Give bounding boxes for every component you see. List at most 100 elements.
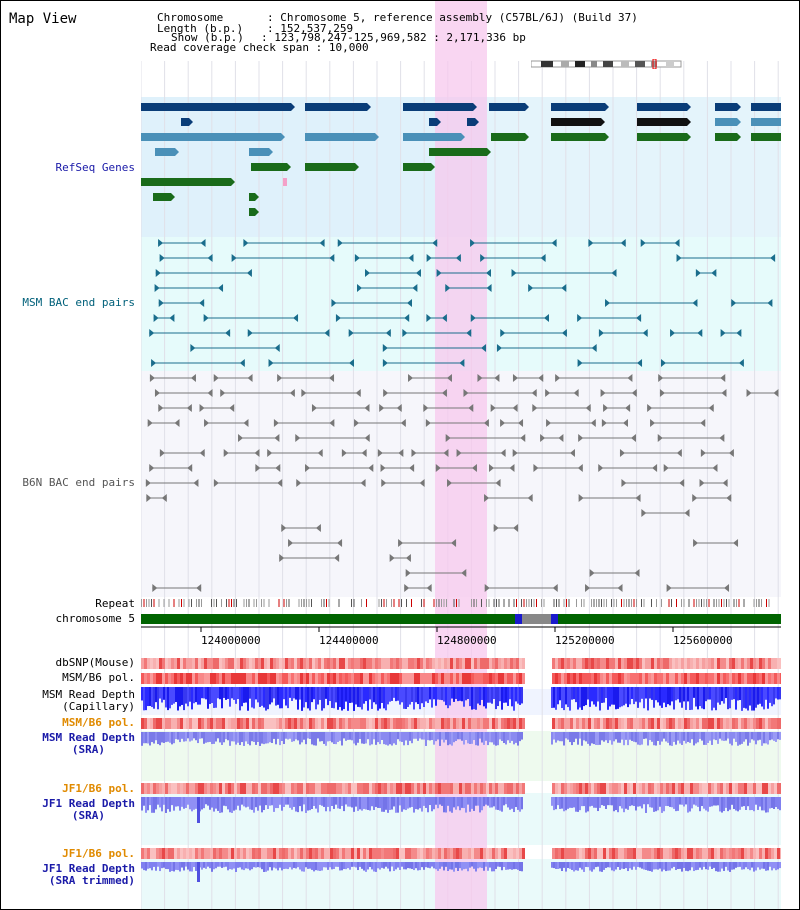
depth-bar [711, 687, 713, 711]
heat-cell [222, 783, 225, 794]
gene-feature [715, 103, 737, 111]
heat-cell [450, 718, 453, 729]
bac-end-marker [199, 449, 205, 457]
repeat-mark [631, 599, 632, 607]
bac-end-marker [379, 404, 385, 412]
depth-bar [395, 862, 397, 870]
track-label-b6n-bac[interactable]: B6N BAC end pairs [22, 476, 135, 489]
depth-bar [627, 687, 629, 708]
chromosome-bar [141, 614, 781, 624]
heat-cell [234, 673, 237, 684]
depth-bar [303, 687, 305, 708]
heat-cell [648, 658, 651, 669]
genome-plot-area[interactable] [140, 1, 785, 909]
heat-cell [717, 673, 720, 684]
heat-cell [429, 783, 432, 794]
depth-bar [381, 862, 383, 868]
depth-bar [387, 797, 389, 813]
heat-cell [594, 658, 597, 669]
depth-bar [389, 687, 391, 702]
depth-bar [517, 862, 519, 870]
depth-bar [173, 687, 175, 704]
track-label-repeat[interactable]: Repeat [95, 597, 135, 610]
depth-bar [659, 797, 661, 807]
heat-cell [414, 718, 417, 729]
depth-bar [329, 797, 331, 812]
depth-bar [245, 797, 247, 808]
heat-cell [672, 673, 675, 684]
heat-cell [426, 783, 429, 794]
depth-bar [571, 732, 573, 746]
depth-bar [725, 862, 727, 867]
depth-bar [363, 687, 365, 704]
genome-tracks-svg[interactable] [140, 1, 785, 909]
heat-cell [738, 783, 741, 794]
heat-cell [675, 783, 678, 794]
depth-bar [211, 687, 213, 704]
depth-bar [393, 732, 395, 744]
depth-bar [651, 797, 653, 808]
track-label-msm-depth-capillary[interactable]: MSM Read Depth (Capillary) [42, 688, 135, 713]
gene-feature [249, 148, 269, 156]
heat-cell [681, 783, 684, 794]
heat-cell [312, 718, 315, 729]
depth-bar [665, 732, 667, 742]
heat-cell [570, 673, 573, 684]
depth-bar [565, 732, 567, 739]
depth-bar [555, 797, 557, 810]
heat-cell [564, 783, 567, 794]
heat-cell [303, 848, 306, 859]
track-label-dbsnp[interactable]: dbSNP(Mouse) [55, 656, 135, 669]
heat-cell [450, 658, 453, 669]
heat-cell [201, 658, 204, 669]
track-label-msm-b6-pol-1[interactable]: MSM/B6 pol. [62, 671, 135, 684]
depth-bar [373, 797, 375, 810]
repeat-mark [726, 599, 727, 607]
bac-end-marker [158, 299, 164, 307]
chromosome-ideogram[interactable] [530, 54, 683, 70]
heat-cell [459, 673, 462, 684]
heat-cell [474, 783, 477, 794]
heat-cell [663, 848, 666, 859]
repeat-mark [221, 599, 222, 607]
heat-cell [513, 783, 516, 794]
depth-bar [465, 797, 467, 813]
track-label-jf1-b6-pol-2[interactable]: JF1/B6 pol. [62, 847, 135, 860]
depth-bar [653, 732, 655, 746]
depth-bar [721, 862, 723, 869]
repeat-mark [656, 599, 657, 607]
depth-bar [713, 687, 715, 708]
depth-bar [463, 732, 465, 745]
heat-cell [708, 848, 711, 859]
heat-cell [267, 848, 270, 859]
track-label-msm-bac[interactable]: MSM BAC end pairs [22, 296, 135, 309]
bac-end-marker [149, 374, 155, 382]
bac-end-marker [652, 464, 658, 472]
heat-cell [573, 783, 576, 794]
track-label-refseq-genes[interactable]: RefSeq Genes [55, 161, 135, 174]
track-label-chromosome[interactable]: chromosome 5 [55, 612, 135, 625]
depth-bar [573, 797, 575, 808]
heat-cell [156, 658, 159, 669]
track-label-msm-depth-sra[interactable]: MSM Read Depth (SRA) [42, 731, 135, 756]
depth-bar [233, 687, 235, 700]
heat-cell [576, 848, 579, 859]
track-label-jf1-b6-pol-1[interactable]: JF1/B6 pol. [62, 782, 135, 795]
depth-bar [775, 732, 777, 742]
heat-cell [516, 718, 519, 729]
depth-bar [249, 797, 251, 810]
track-label-jf1-depth-trimmed[interactable]: JF1 Read Depth (SRA trimmed) [42, 862, 135, 887]
depth-bar [313, 687, 315, 700]
depth-bar [457, 687, 459, 702]
heat-cell [420, 673, 423, 684]
heat-cell [306, 848, 309, 859]
heat-cell [366, 783, 369, 794]
repeat-mark [286, 599, 287, 607]
heat-cell [603, 673, 606, 684]
repeat-mark [201, 599, 202, 607]
track-label-jf1-depth-sra[interactable]: JF1 Read Depth (SRA) [42, 797, 135, 822]
depth-bar [571, 797, 573, 808]
track-label-msm-b6-pol-2[interactable]: MSM/B6 pol. [62, 716, 135, 729]
heat-cell [354, 848, 357, 859]
heat-cell [216, 718, 219, 729]
